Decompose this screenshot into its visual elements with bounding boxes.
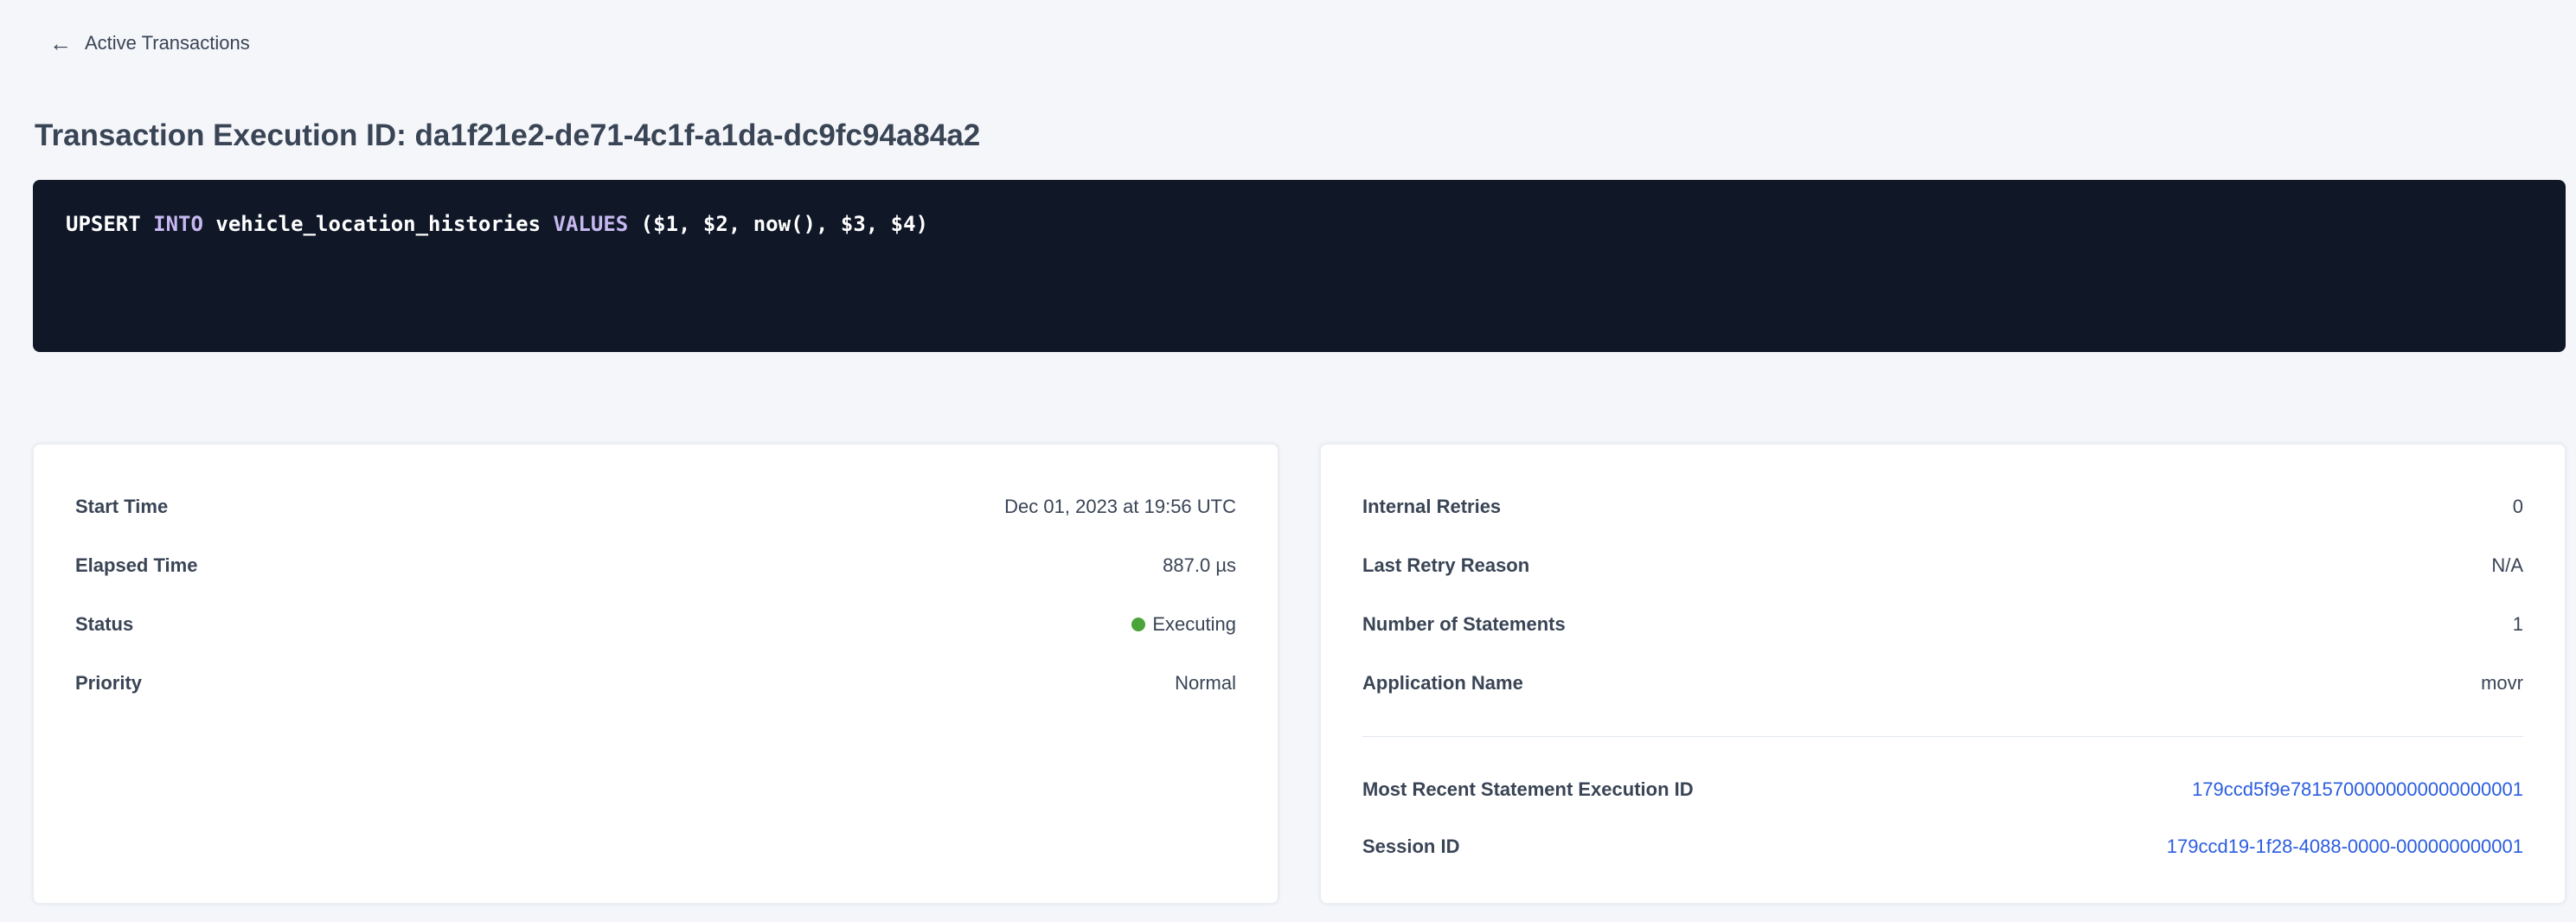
session-id-link[interactable]: 179ccd19-1f28-4088-0000-000000000001: [2166, 836, 2523, 857]
last-retry-reason-label: Last Retry Reason: [1362, 554, 1530, 576]
internal-retries-value: 0: [2512, 496, 2523, 517]
number-of-statements-row: Number of Statements 1: [1362, 595, 2523, 654]
sql-token-plain: UPSERT: [66, 212, 154, 236]
most-recent-statement-execution-id-label: Most Recent Statement Execution ID: [1362, 778, 1694, 800]
application-name-row: Application Name movr: [1362, 654, 2523, 713]
priority-label: Priority: [75, 672, 143, 694]
start-time-label: Start Time: [75, 496, 169, 517]
card-section-divider: [1362, 736, 2523, 737]
status-row: Status Executing: [75, 595, 1236, 654]
related-ids-section: Most Recent Statement Execution ID 179cc…: [1362, 761, 2523, 875]
back-to-active-transactions-link[interactable]: ← Active Transactions: [49, 32, 250, 54]
sql-token-keyword: VALUES: [553, 212, 629, 236]
start-time-row: Start Time Dec 01, 2023 at 19:56 UTC: [75, 477, 1236, 536]
number-of-statements-value: 1: [2512, 613, 2523, 635]
sql-token-plain: vehicle_location_histories: [202, 212, 554, 236]
back-link-label: Active Transactions: [85, 32, 250, 54]
session-id-label: Session ID: [1362, 836, 1460, 857]
session-id-row: Session ID 179ccd19-1f28-4088-0000-00000…: [1362, 818, 2523, 875]
priority-row: Priority Normal: [75, 654, 1236, 713]
sql-token-keyword: INTO: [153, 212, 203, 236]
sql-statement-text: UPSERT INTO vehicle_location_histories V…: [66, 211, 2533, 237]
most-recent-statement-execution-id-link[interactable]: 179ccd5f9e7815700000000000000001: [2192, 778, 2523, 800]
status-value: Executing: [1131, 613, 1236, 636]
last-retry-reason-value: N/A: [2491, 554, 2523, 576]
most-recent-statement-execution-id-row: Most Recent Statement Execution ID 179cc…: [1362, 761, 2523, 818]
back-arrow-icon: ←: [49, 30, 72, 56]
details-cards-row: Start Time Dec 01, 2023 at 19:56 UTC Ela…: [33, 444, 2566, 904]
application-name-label: Application Name: [1362, 672, 1523, 694]
elapsed-time-value: 887.0 µs: [1163, 554, 1236, 576]
elapsed-time-row: Elapsed Time 887.0 µs: [75, 536, 1236, 595]
internal-retries-row: Internal Retries 0: [1362, 477, 2523, 536]
last-retry-reason-row: Last Retry Reason N/A: [1362, 536, 2523, 595]
priority-value: Normal: [1175, 672, 1236, 694]
sql-token-plain: ($1, $2, now(), $3, $4): [628, 212, 929, 236]
transaction-metadata-card: Internal Retries 0 Last Retry Reason N/A…: [1320, 444, 2566, 904]
sql-statement-box: UPSERT INTO vehicle_location_histories V…: [33, 180, 2566, 352]
number-of-statements-label: Number of Statements: [1362, 613, 1566, 635]
start-time-value: Dec 01, 2023 at 19:56 UTC: [1004, 496, 1236, 517]
status-executing-dot-icon: [1131, 618, 1146, 631]
internal-retries-label: Internal Retries: [1362, 496, 1502, 517]
status-label: Status: [75, 613, 134, 635]
elapsed-time-label: Elapsed Time: [75, 554, 198, 576]
page-title: Transaction Execution ID: da1f21e2-de71-…: [35, 118, 981, 152]
transaction-summary-card: Start Time Dec 01, 2023 at 19:56 UTC Ela…: [33, 444, 1278, 904]
application-name-value: movr: [2481, 672, 2523, 694]
status-value-text: Executing: [1152, 613, 1236, 635]
